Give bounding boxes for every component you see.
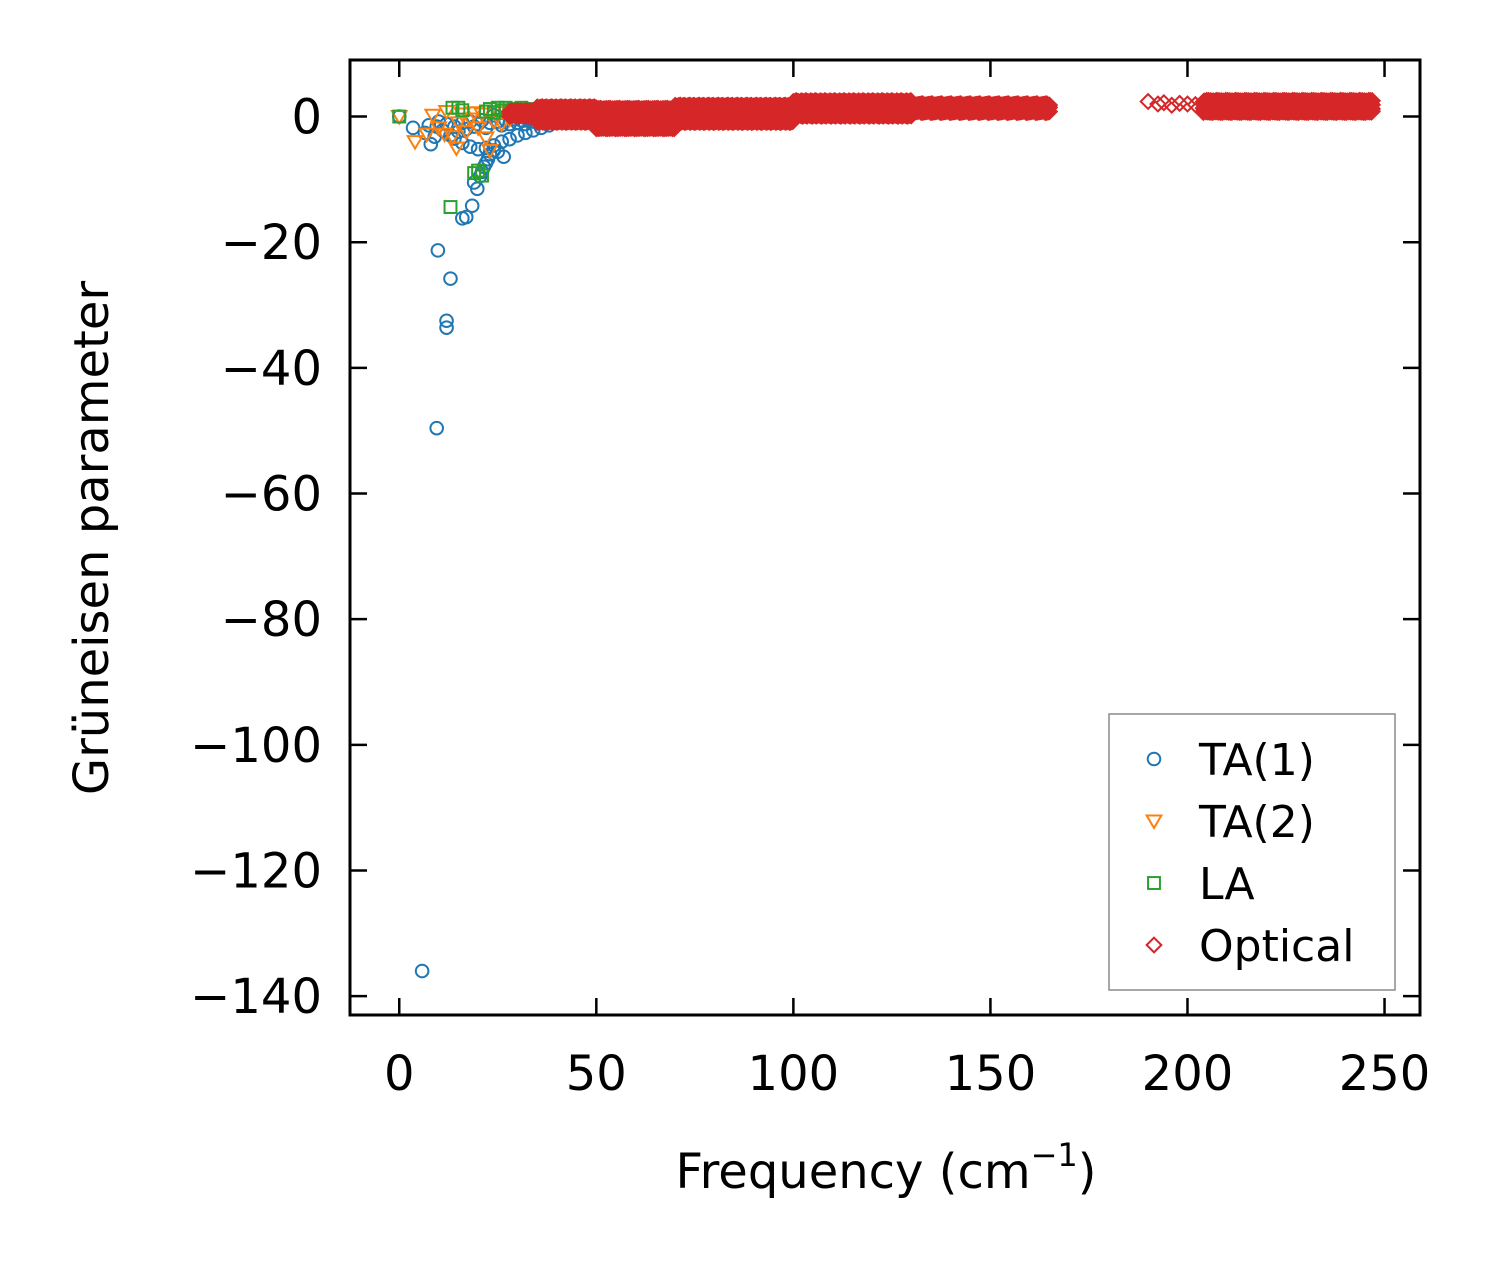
y-tick-label: 0 — [291, 90, 322, 146]
x-axis-label-main: Frequency (cm — [675, 1144, 1030, 1200]
data-point-ta-2- — [457, 125, 476, 141]
y-tick-label: −80 — [221, 592, 322, 648]
data-point-ta-1- — [439, 313, 454, 329]
data-point-optical — [1040, 96, 1059, 114]
data-point-ta-1- — [443, 271, 458, 286]
data-point-optical — [1139, 92, 1157, 111]
data-point-la — [467, 166, 482, 181]
data-point-ta-1- — [429, 420, 445, 436]
y-axis-label: Grüneisen parameter — [64, 281, 120, 796]
y-tick-label: −20 — [221, 215, 322, 271]
data-point-ta-1- — [439, 320, 454, 335]
data-point-ta-2- — [449, 116, 468, 132]
data-point-ta-1- — [464, 198, 480, 214]
x-tick-label: 150 — [945, 1046, 1037, 1102]
data-point-optical — [619, 109, 637, 127]
y-tick-label: −140 — [190, 969, 322, 1025]
x-axis-label-end: ) — [1078, 1144, 1097, 1200]
data-point-ta-1- — [482, 146, 498, 162]
y-tick-label: −40 — [221, 341, 322, 397]
data-point-optical — [1162, 96, 1181, 115]
data-point-optical — [1149, 95, 1167, 113]
data-point-ta-2- — [447, 141, 466, 157]
legend-label: Optical — [1199, 921, 1354, 972]
data-point-ta-1- — [518, 125, 533, 141]
data-point-optical — [650, 111, 669, 130]
x-tick-label: 200 — [1142, 1046, 1234, 1102]
x-tick-label: 50 — [566, 1046, 627, 1102]
data-point-ta-2- — [405, 135, 425, 151]
data-point-ta-2- — [417, 127, 436, 144]
data-point-ta-1- — [510, 128, 525, 143]
data-point-optical — [1186, 95, 1205, 114]
data-point-la — [455, 103, 470, 118]
data-point-ta-1- — [502, 131, 517, 147]
legend-marker-ta-2- — [1144, 814, 1164, 830]
data-point-ta-1- — [414, 963, 430, 979]
y-tick-label: −100 — [190, 718, 322, 774]
data-point-optical — [1363, 91, 1382, 110]
data-point-optical — [1040, 98, 1059, 117]
axes-frame — [348, 58, 1422, 1017]
data-point-ta-2- — [468, 121, 488, 137]
data-point-la — [451, 100, 466, 115]
data-point-ta-2- — [480, 143, 500, 160]
legend-marker-ta-1- — [1146, 751, 1162, 767]
data-point-ta-2- — [492, 117, 511, 134]
data-point-ta-2- — [423, 108, 442, 125]
tick-layer: 0 50 100 150 200 250 0 −20 −40 −60 −80 −100 −120 −140 — [190, 60, 1430, 1102]
data-point-ta-2- — [476, 131, 496, 147]
data-point-ta-1- — [496, 149, 512, 165]
data-point-optical — [1363, 102, 1382, 121]
data-point-ta-2- — [453, 107, 472, 123]
legend-label: TA(1) — [1198, 735, 1315, 786]
x-tick-label: 250 — [1339, 1046, 1431, 1102]
x-axis-label: Frequency (cm−1) — [675, 1136, 1096, 1200]
data-point-ta-1- — [421, 118, 437, 133]
series-optical — [500, 91, 1382, 138]
x-tick-label: 100 — [748, 1046, 840, 1102]
x-tick-label: 0 — [384, 1046, 415, 1102]
legend-marker-la — [1147, 876, 1161, 890]
data-point-optical — [682, 97, 700, 116]
series-layer — [390, 91, 1382, 979]
data-point-la — [475, 168, 489, 183]
legend-label: TA(2) — [1198, 797, 1315, 848]
legend-marker-optical — [1145, 936, 1163, 954]
data-point-ta-2- — [443, 130, 462, 146]
x-axis-label-superscript: −1 — [1031, 1136, 1078, 1174]
y-tick-label: −120 — [190, 843, 322, 899]
data-point-ta-1- — [423, 136, 439, 152]
data-point-optical — [634, 101, 653, 120]
legend: TA(1) TA(2) LA Optical — [1108, 713, 1396, 991]
data-point-la — [443, 200, 458, 214]
data-point-la — [392, 109, 407, 124]
data-point-ta-1- — [430, 243, 446, 258]
legend-box — [1108, 713, 1396, 991]
y-tick-label: −60 — [221, 467, 322, 523]
legend-label: LA — [1199, 859, 1255, 910]
data-point-ta-1- — [447, 131, 462, 146]
data-point-ta-1- — [462, 139, 478, 155]
data-point-ta-1- — [455, 211, 470, 226]
